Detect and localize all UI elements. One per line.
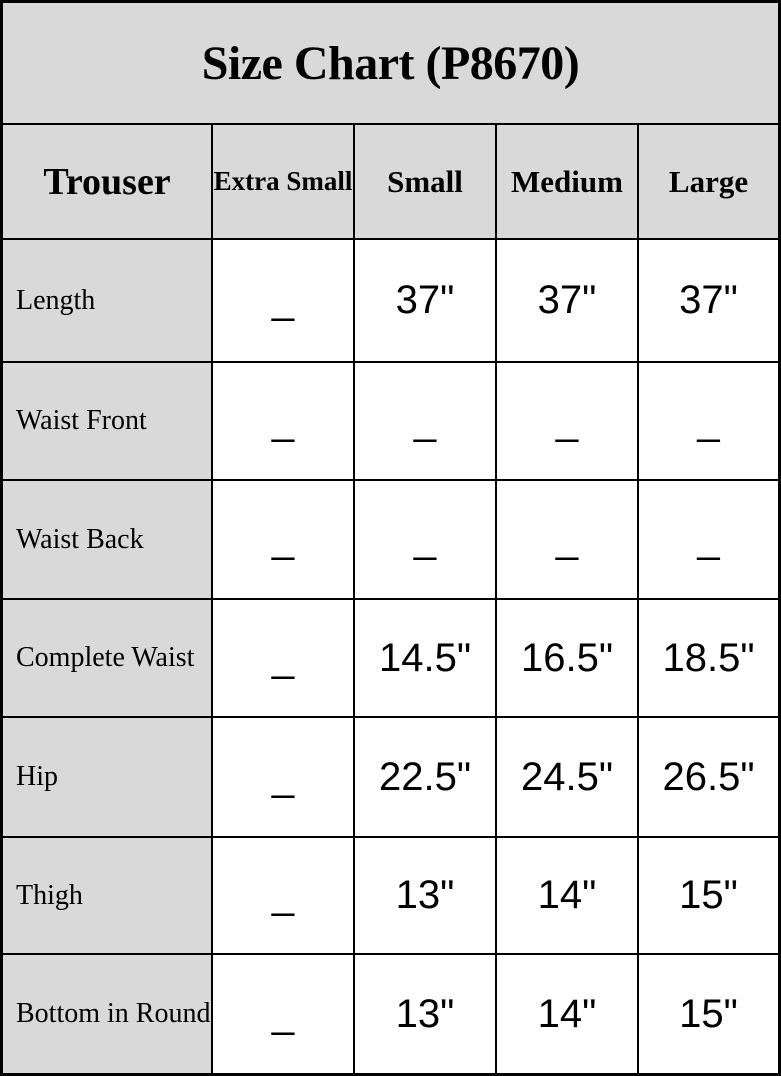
size-value-cell: _ [213,718,355,838]
header-cell-extra-small: Extra Small [213,125,355,240]
size-value-cell: _ [497,363,639,481]
size-value-cell: _ [213,363,355,481]
size-value-cell: 26.5" [639,718,778,838]
size-value-cell: _ [355,363,497,481]
row-label-bottom-in-round: Bottom in Round [3,955,213,1073]
size-value-cell: _ [213,481,355,600]
size-value-cell: _ [213,955,355,1073]
header-cell-trouser: Trouser [3,125,213,240]
size-value-cell: 15" [639,838,778,955]
row-label-hip: Hip [3,718,213,838]
size-value-cell: _ [355,481,497,600]
header-cell-large: Large [639,125,778,240]
size-value-cell: _ [213,240,355,363]
size-value-cell: 14.5" [355,600,497,718]
row-label-length: Length [3,240,213,363]
size-value-cell: 37" [497,240,639,363]
size-value-cell: 14" [497,838,639,955]
size-value-cell: 22.5" [355,718,497,838]
row-label-thigh: Thigh [3,838,213,955]
size-value-cell: 24.5" [497,718,639,838]
row-label-complete-waist: Complete Waist [3,600,213,718]
row-label-waist-back: Waist Back [3,481,213,600]
size-value-cell: _ [213,600,355,718]
size-value-cell: 16.5" [497,600,639,718]
size-value-cell: _ [639,481,778,600]
size-value-cell: _ [639,363,778,481]
size-value-cell: 14" [497,955,639,1073]
size-value-cell: 18.5" [639,600,778,718]
size-value-cell: 37" [639,240,778,363]
header-cell-medium: Medium [497,125,639,240]
size-value-cell: _ [497,481,639,600]
page-title: Size Chart (P8670) [3,3,778,125]
size-value-cell: _ [213,838,355,955]
header-cell-small: Small [355,125,497,240]
size-value-cell: 13" [355,838,497,955]
size-value-cell: 15" [639,955,778,1073]
row-label-waist-front: Waist Front [3,363,213,481]
size-value-cell: 37" [355,240,497,363]
size-value-cell: 13" [355,955,497,1073]
